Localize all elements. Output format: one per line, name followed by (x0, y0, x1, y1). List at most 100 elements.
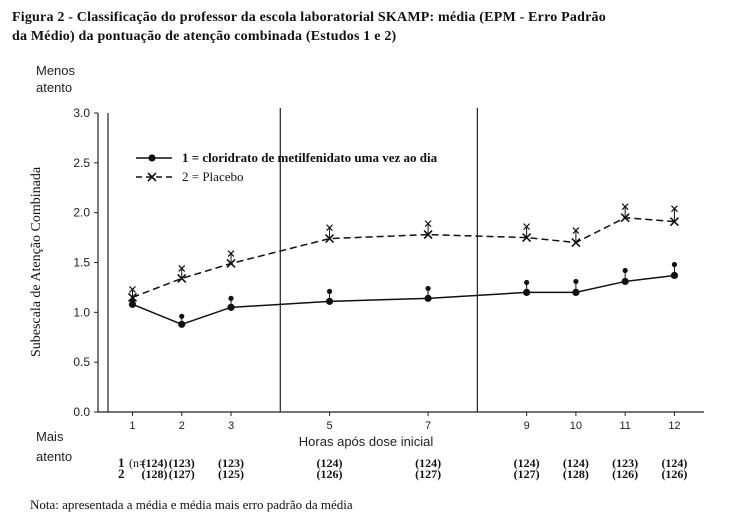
series-2-point-5 (522, 233, 532, 243)
text-layer: Menos atento Mais atento Horas após dose… (29, 63, 438, 481)
bottom-annotation-line-1: Mais (36, 429, 64, 444)
series-1-error-cap-1 (179, 313, 185, 319)
x-tick-label-1: 2 (179, 420, 185, 432)
y-tick-label-3: 1.5 (73, 256, 90, 270)
series-1-point-5 (523, 288, 531, 296)
series-2-point-7-stroke-b (620, 213, 630, 223)
legend-key-marker-2-stroke-b (147, 172, 157, 182)
y-tick-label-4: 2.0 (73, 206, 90, 220)
series-1-error-cap-6 (573, 278, 579, 285)
series-1-error-cap-5 (524, 279, 530, 286)
series-2-point-4 (423, 230, 433, 240)
top-annotation-line-2: atento (36, 80, 72, 95)
series-1-line (132, 274, 675, 326)
series-layer (127, 203, 680, 328)
series-1-point-8 (670, 271, 679, 280)
series-1-point-0 (128, 300, 137, 308)
y-axis-label: Subescala de Atenção Combinada (29, 166, 44, 357)
series-2-point-6 (571, 238, 581, 248)
bottom-annotation-line-2: atento (36, 449, 72, 464)
series-2-point-6-stroke-b (571, 238, 581, 248)
series-1-error-cap-3 (326, 288, 333, 295)
series-2-point-1-stroke-b (177, 273, 187, 284)
series-1-error-cap-2 (228, 295, 234, 301)
sample-sizes: (124)(128)(123)(127)(123)(125)(124)(126)… (141, 456, 687, 481)
series-2-point-3 (324, 234, 335, 244)
series-2-point-8-stroke-b (669, 217, 680, 227)
series-1-error-cap-7 (622, 267, 628, 274)
series-2-point-4-stroke-b (423, 230, 433, 240)
x-tick-label-8: 12 (668, 420, 680, 432)
legend-key-marker-2 (147, 172, 157, 182)
sample-size-group2-8: (126) (661, 467, 687, 481)
series-2-error-cap-b-5 (523, 223, 531, 231)
x-tick-label-0: 1 (129, 420, 135, 432)
sample-size-group2-1: (127) (169, 467, 195, 481)
legend-label-series-2: 2 = Placebo (182, 169, 243, 184)
sample-size-group1-4: (124) (415, 456, 441, 470)
x-tick-label-5: 9 (524, 420, 530, 432)
x-axis-label: Horas após dose inicial (299, 434, 434, 449)
series-2-error-cap-b-3 (326, 224, 333, 232)
y-tick-label-2: 1.0 (73, 305, 90, 319)
sample-size-group1-1: (123) (169, 456, 195, 470)
sample-size-group1-7: (123) (612, 456, 638, 470)
y-tick-label-0: 0.0 (73, 405, 90, 419)
series-2-point-2 (226, 258, 236, 269)
sample-size-group1-2: (123) (218, 456, 244, 470)
series-2-point-8 (669, 217, 680, 227)
series-2-line (132, 216, 675, 299)
footnote: Nota: apresentada a média e média mais e… (30, 497, 353, 512)
x-tick-label-7: 11 (619, 420, 630, 432)
sample-size-group1-8: (124) (661, 456, 687, 470)
sample-size-group2-0: (128) (141, 467, 167, 481)
series-2-point-0 (127, 292, 138, 302)
y-tick-label-6: 3.0 (73, 106, 90, 120)
series-2-point-2-stroke-b (226, 258, 236, 269)
x-tick-label-2: 3 (228, 420, 234, 432)
sample-size-group2-2: (125) (218, 467, 244, 481)
series-2-error-cap-b-1 (178, 265, 186, 272)
sample-size-group2-3: (126) (317, 467, 343, 481)
series-1-point-2 (227, 303, 235, 311)
series-1-error-cap-8 (671, 261, 678, 268)
series-1-point-7 (621, 277, 629, 286)
sample-size-group2-4: (127) (415, 467, 441, 481)
legend (136, 154, 172, 182)
sample-size-group2-5: (127) (514, 467, 540, 481)
top-annotation-line-1: Menos (36, 63, 76, 78)
legend-label-series-1: 1 = cloridrato de metilfenidato uma vez … (182, 150, 438, 165)
sample-size-group1-6: (124) (563, 456, 589, 470)
sample-size-group2-7: (126) (612, 467, 638, 481)
figure-title: Figura 2 - Classificação do professor da… (12, 8, 747, 46)
figure-title-line-2: da Médio) da pontuação de atenção combin… (12, 29, 397, 44)
series-1-point-6 (572, 288, 580, 296)
sample-n-prefix: (n= (129, 456, 146, 470)
x-tick-label-3: 5 (326, 420, 332, 432)
series-2-error-cap-b-6 (572, 227, 580, 235)
series-1-point-1 (178, 320, 186, 328)
sample-row-label-1: 1 (118, 455, 125, 470)
series-1-point-3 (325, 297, 334, 305)
series-1-point-4 (424, 294, 432, 302)
series-2-point-5-stroke-b (522, 233, 532, 243)
x-tick-label-4: 7 (425, 420, 431, 432)
series-1-error-cap-4 (425, 285, 431, 292)
sample-size-group1-5: (124) (514, 456, 540, 470)
series-2-error-cap-b-8 (671, 205, 678, 213)
axes: 0.00.51.01.52.02.53.01 2 3 5 7 9 10 11 12 (73, 106, 704, 432)
x-tick-label-6: 10 (570, 420, 582, 432)
series-2-point-7 (620, 213, 630, 223)
series-2-error-cap-b-2 (227, 250, 235, 257)
y-tick-label-5: 2.5 (73, 156, 90, 170)
y-tick-label-1: 0.5 (73, 355, 90, 369)
series-2-point-3-stroke-b (324, 234, 335, 244)
sample-size-group2-6: (128) (563, 467, 589, 481)
legend-key-marker-1 (148, 154, 156, 162)
sample-size-group1-0: (124) (141, 456, 167, 470)
sample-size-group1-3: (124) (317, 456, 343, 470)
figure-title-line-1: Figura 2 - Classificação do professor da… (12, 10, 606, 25)
series-2-point-1 (177, 273, 187, 284)
sample-row-label-2: 2 (118, 466, 125, 481)
